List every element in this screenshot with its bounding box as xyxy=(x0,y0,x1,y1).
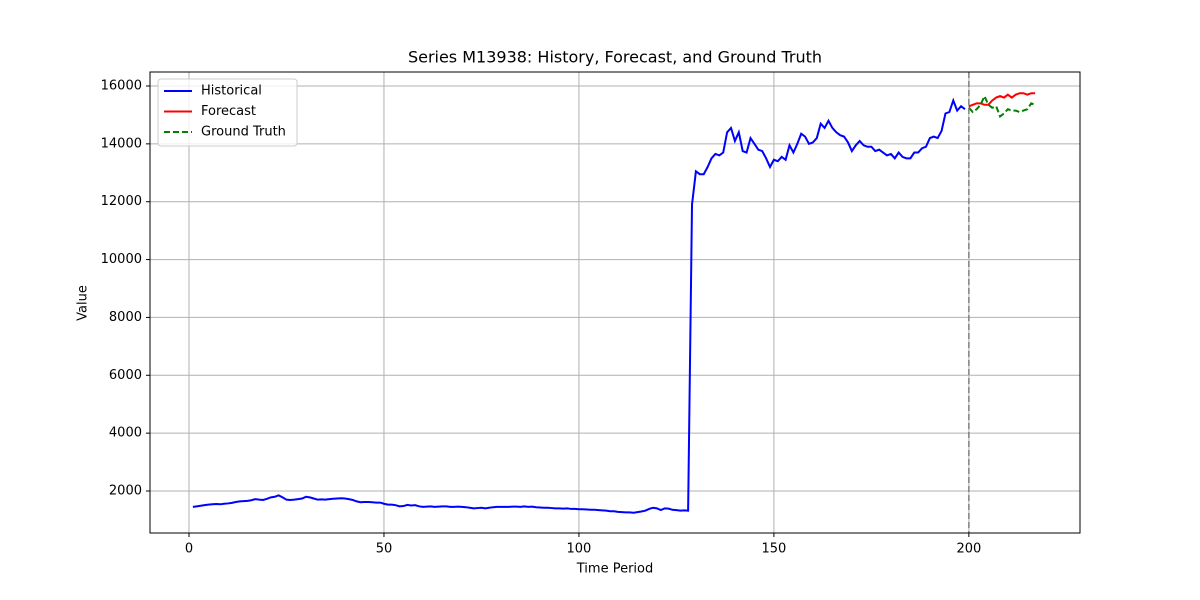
x-tick-label: 50 xyxy=(376,542,393,557)
series-line xyxy=(968,92,1036,108)
x-tick-label: 200 xyxy=(956,542,981,557)
y-tick-label: 6000 xyxy=(109,368,142,383)
legend: Historical Forecast Ground Truth xyxy=(157,78,298,147)
y-tick-label: 12000 xyxy=(101,194,142,209)
y-tick-label: 16000 xyxy=(101,79,142,94)
chart-title: Series M13938: History, Forecast, and Gr… xyxy=(408,48,822,67)
legend-label: Forecast xyxy=(201,104,256,119)
legend-label: Historical xyxy=(201,84,262,99)
y-tick-label: 14000 xyxy=(101,136,142,151)
legend-label: Ground Truth xyxy=(201,125,286,140)
y-tick-label: 8000 xyxy=(109,310,142,325)
y-tick-label: 10000 xyxy=(101,252,142,267)
x-tick-label: 100 xyxy=(567,542,592,557)
x-axis-label: Time Period xyxy=(576,562,653,577)
y-tick-label: 4000 xyxy=(109,426,142,441)
plot-frame xyxy=(149,71,1081,534)
x-tick-label: 0 xyxy=(185,542,193,557)
series-line xyxy=(968,93,1036,118)
legend-box xyxy=(157,78,298,147)
y-tick-label: 2000 xyxy=(109,483,142,498)
series-line xyxy=(192,97,966,514)
y-axis-label: Value xyxy=(76,285,91,321)
x-tick-label: 150 xyxy=(761,542,786,557)
